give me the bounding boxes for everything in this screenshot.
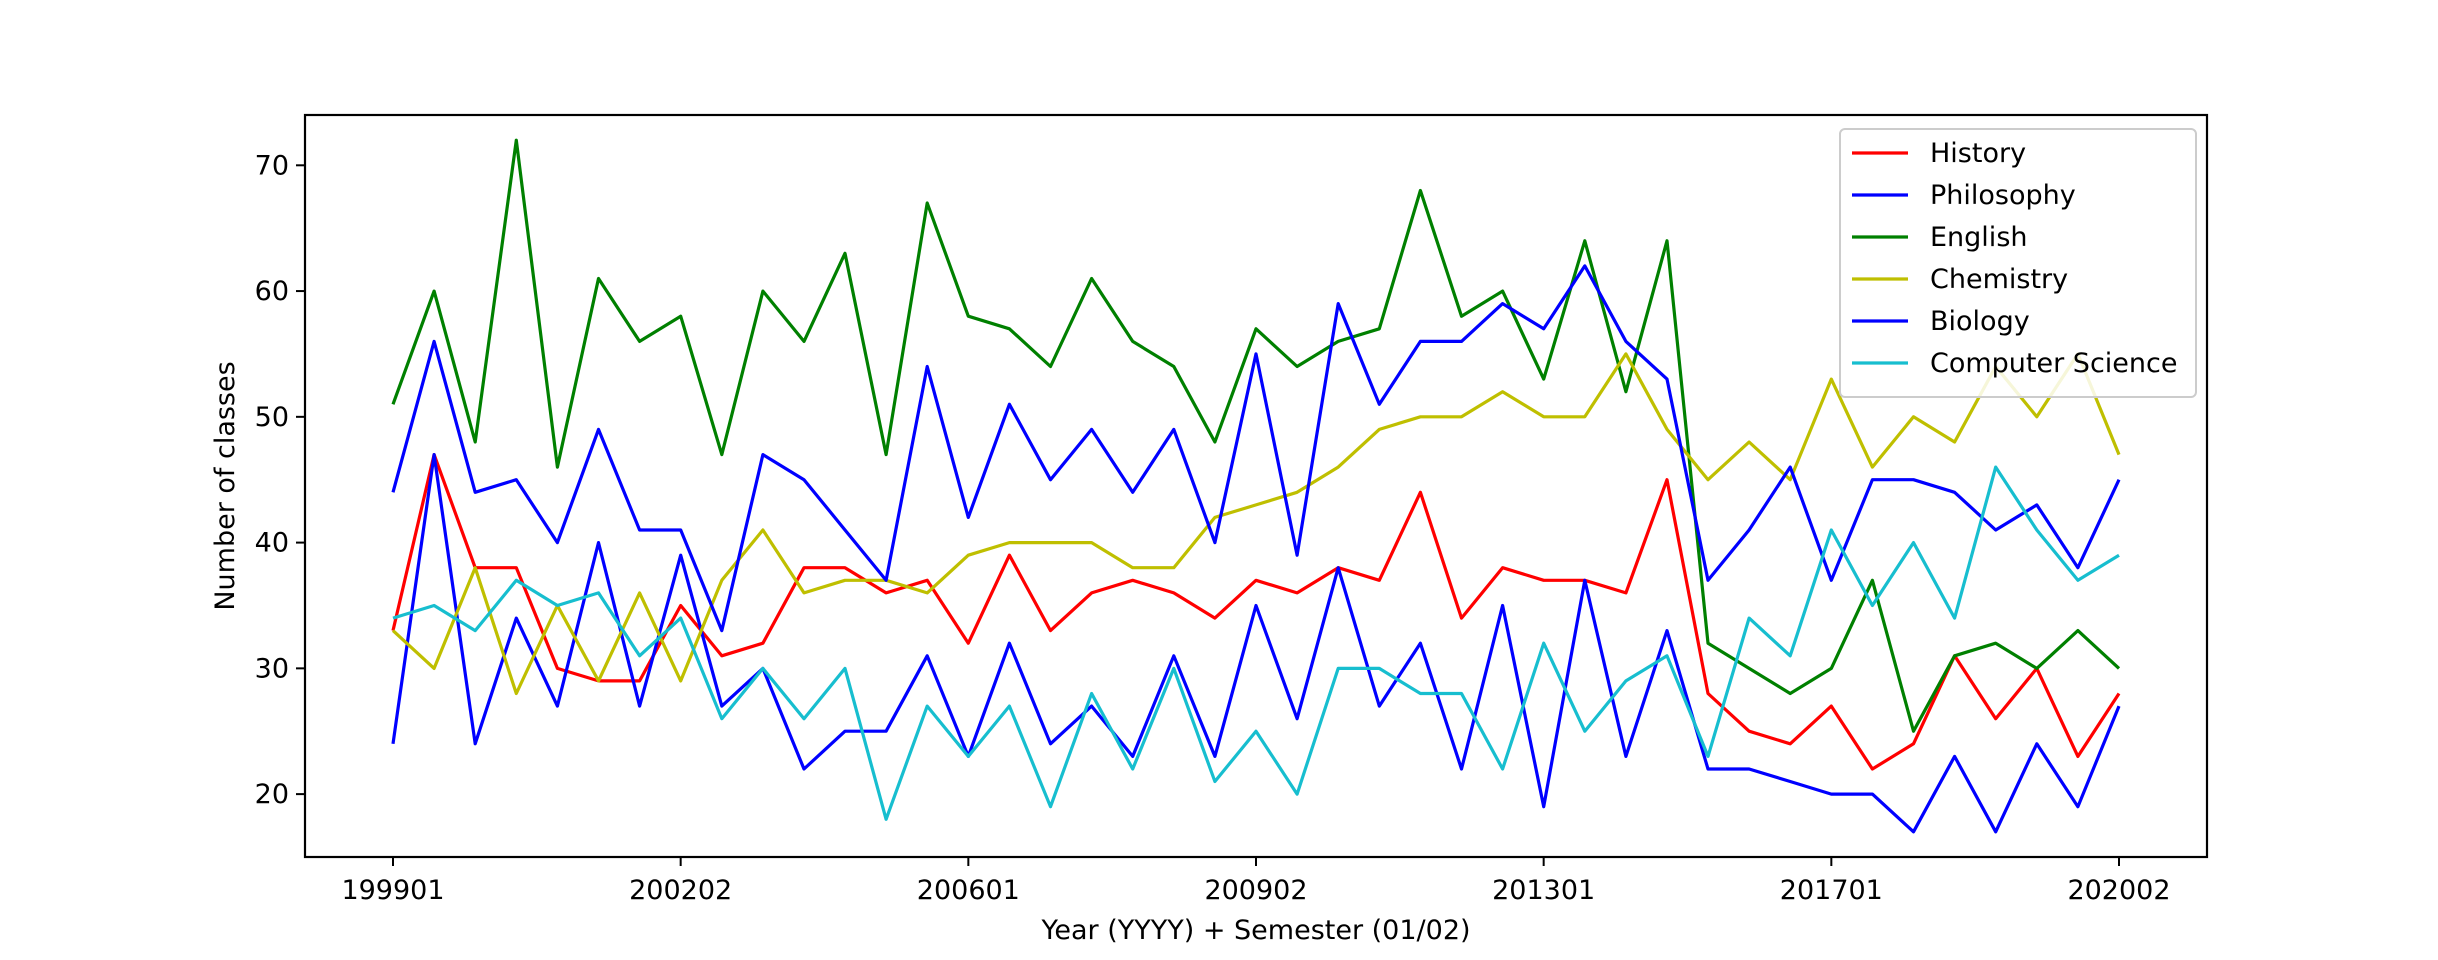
series-layer — [391, 138, 2121, 834]
series-line-english — [391, 138, 2121, 733]
x-tick-label: 200202 — [629, 875, 732, 906]
x-axis: 199901 200202 200601 200902 201301 201701 2020… — [341, 857, 2171, 906]
series-line-chemistry — [391, 352, 2121, 696]
x-tick-label: 201301 — [1492, 875, 1595, 906]
legend-label: Chemistry — [1930, 264, 2068, 295]
series-line-biology — [391, 264, 2121, 633]
x-tick-label: 199901 — [341, 875, 444, 906]
y-tick-label: 20 — [255, 779, 289, 810]
legend-box — [1839, 128, 2197, 398]
legend-label: History — [1930, 138, 2026, 169]
y-tick-label: 40 — [255, 528, 289, 559]
series-line-computer-science — [392, 465, 2120, 821]
legend: History Philosophy English Chemistry Biology… — [1839, 128, 2197, 398]
y-tick-label: 70 — [255, 150, 289, 181]
y-tick-label: 30 — [255, 653, 289, 684]
legend-label: Computer Science — [1930, 348, 2177, 379]
x-tick-label: 202002 — [2067, 875, 2170, 906]
x-axis-label: Year (YYYY) + Semester (01/02) — [1040, 915, 1470, 946]
x-tick-label: 200601 — [917, 875, 1020, 906]
legend-label: Philosophy — [1930, 180, 2076, 211]
y-tick-label: 50 — [255, 402, 289, 433]
y-axis-label: Number of classes — [210, 361, 241, 610]
legend-label: Biology — [1930, 306, 2030, 337]
legend-label: English — [1930, 222, 2028, 253]
x-tick-label: 201701 — [1780, 875, 1883, 906]
series-line-philosophy — [391, 453, 2121, 834]
y-tick-label: 60 — [255, 276, 289, 307]
series-line-history — [391, 453, 2121, 771]
y-axis: 20 30 40 50 60 70 — [255, 150, 305, 810]
x-tick-label: 200902 — [1204, 875, 1307, 906]
